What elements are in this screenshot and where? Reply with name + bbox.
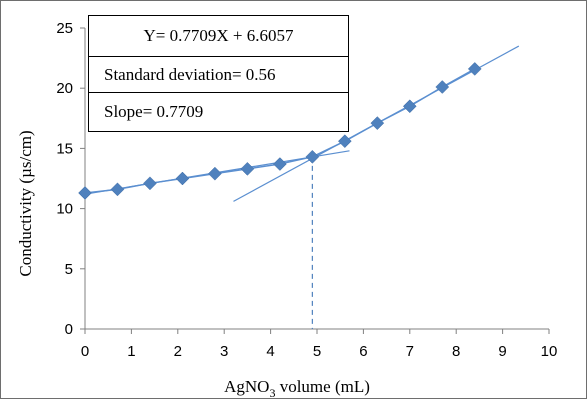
slope-annotation: Slope= 0.7709 [88,92,349,132]
equation-text: Y= 0.7709X + 6.6057 [143,26,294,45]
data-point-marker [467,62,482,76]
y-tick-label: 0 [65,321,73,338]
data-point-marker [305,149,320,164]
equation-annotation: Y= 0.7709X + 6.6057 [88,15,349,57]
slope-text: Slope= 0.7709 [104,102,204,121]
x-tick-label: 9 [498,343,506,360]
y-tick-label: 25 [56,20,73,37]
y-axis-title: Conductivity (µs/cm) [16,130,35,276]
data-point-marker [435,80,450,94]
x-tick-label: 5 [313,343,321,360]
x-axis-title: AgNO3 volume (mL) [224,377,370,400]
x-tick-label: 2 [174,343,182,360]
x-tick-label: 8 [452,343,460,360]
y-tick-label: 20 [56,80,73,97]
y-tick-label: 5 [65,261,73,278]
std-dev-annotation: Standard deviation= 0.56 [88,56,349,93]
x-tick-label: 1 [127,343,135,360]
x-tick-label: 3 [220,343,228,360]
y-tick-label: 10 [56,201,73,218]
data-point-marker [143,176,157,191]
x-tick-label: 7 [406,343,414,360]
data-point-marker [273,157,287,171]
y-tick-label: 15 [56,140,73,157]
data-point-marker [337,134,352,149]
data-point-marker [175,171,190,186]
data-point-marker [208,166,222,181]
data-point-marker [240,162,255,176]
data-point-marker [370,116,385,130]
data-point-marker [402,99,417,114]
x-tick-label: 10 [541,343,558,360]
data-point-marker [110,182,125,197]
std-dev-text: Standard deviation= 0.56 [104,64,276,84]
data-point-marker [78,186,92,200]
x-tick-label: 0 [81,343,89,360]
x-tick-label: 6 [359,343,367,360]
x-tick-label: 4 [266,343,274,360]
